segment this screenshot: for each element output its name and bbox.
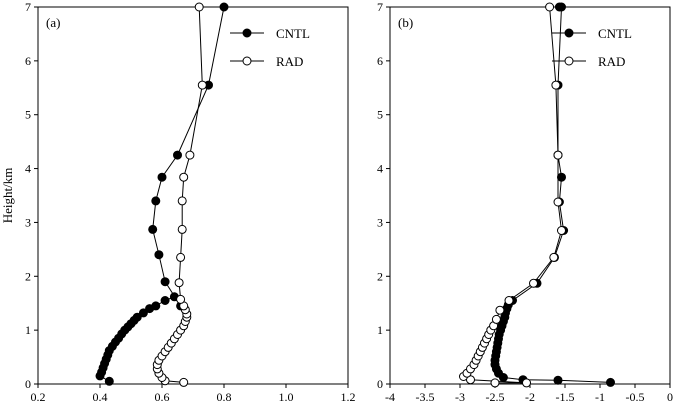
data-point-rad xyxy=(176,294,186,304)
data-point-rad xyxy=(179,172,189,182)
data-point-rad xyxy=(490,378,500,388)
data-point-rad xyxy=(545,2,555,12)
legend-marker-cntl xyxy=(564,28,574,38)
x-tick-label: 0.4 xyxy=(93,390,108,404)
data-point-rad xyxy=(553,197,563,207)
data-point-cntl xyxy=(160,296,170,305)
data-point-rad xyxy=(194,2,204,12)
panel-b: -4 -3.5 -3 -2.5 -2 -1.5 -1 -0.5 0 0 1 2 3 4 5 6 7 (b) CNTL… xyxy=(377,0,673,404)
data-point-rad xyxy=(504,296,514,305)
panel-label: (b) xyxy=(398,15,413,30)
data-point-cntl xyxy=(553,375,563,385)
data-point-rad xyxy=(177,196,187,206)
y-tick-label: 4 xyxy=(25,162,31,176)
y-tick-label: 7 xyxy=(25,0,31,14)
data-point-cntl xyxy=(606,377,615,387)
panel-label: (a) xyxy=(46,15,60,30)
data-point-cntl xyxy=(173,150,182,160)
data-point-cntl xyxy=(157,172,167,182)
data-point-cntl xyxy=(138,308,148,318)
x-tick-label: 0 xyxy=(667,390,673,404)
data-point-rad xyxy=(185,150,195,160)
data-point-cntl xyxy=(132,312,142,322)
x-tick-label: -2.5 xyxy=(486,390,505,404)
y-tick-label: 3 xyxy=(25,215,31,229)
data-point-cntl xyxy=(104,376,114,386)
data-point-cntl xyxy=(219,2,229,12)
data-point-cntl xyxy=(160,277,170,287)
legend-marker-rad xyxy=(564,56,574,66)
series-line-rad xyxy=(462,6,563,384)
y-tick-label: 1 xyxy=(25,323,31,337)
axes-frame-a xyxy=(37,6,349,385)
series-line-cntl xyxy=(494,6,611,383)
data-point-cntl xyxy=(148,224,158,234)
data-point-cntl xyxy=(151,301,161,311)
legend-marker-cntl xyxy=(242,28,252,38)
x-tick-label: 1.0 xyxy=(279,390,294,404)
data-point-rad xyxy=(179,377,189,387)
y-tick-label: 0 xyxy=(25,377,31,391)
data-point-rad xyxy=(549,252,559,262)
data-point-rad xyxy=(553,150,563,160)
y-tick-label: 6 xyxy=(377,54,383,68)
x-tick-label: -4 xyxy=(385,390,395,404)
legend-label-cntl: CNTL xyxy=(276,26,310,41)
legend-label-rad: RAD xyxy=(598,54,625,69)
y-tick-label: 4 xyxy=(377,162,383,176)
axes-frame-b xyxy=(389,6,671,385)
x-tick-label: 0.2 xyxy=(31,390,46,404)
data-point-rad xyxy=(174,278,184,288)
data-point-rad xyxy=(177,224,187,234)
data-point-cntl xyxy=(554,2,564,12)
x-tick-label: -0.5 xyxy=(626,390,645,404)
legend-label-rad: RAD xyxy=(276,54,303,69)
data-point-rad xyxy=(551,80,561,90)
y-axis-label: Height/km xyxy=(0,168,15,224)
legend-marker-rad xyxy=(242,56,252,66)
data-point-rad xyxy=(197,80,207,90)
data-point-cntl xyxy=(557,172,566,182)
x-tick-label: 1.2 xyxy=(341,390,356,404)
data-point-cntl xyxy=(154,250,164,260)
data-point-rad xyxy=(495,305,505,315)
data-point-rad xyxy=(491,314,501,324)
x-tick-label: -1.5 xyxy=(556,390,575,404)
series-line-cntl xyxy=(99,6,225,382)
y-tick-label: 1 xyxy=(377,323,383,337)
data-point-rad xyxy=(557,226,566,235)
x-tick-label: 0.8 xyxy=(217,390,232,404)
data-point-rad xyxy=(176,252,186,262)
y-tick-label: 3 xyxy=(377,215,383,229)
panel-a: 0.2 0.4 0.6 0.8 1.0 1.2 0 1 2 3 4 5 6 7 Height/km (a) CN… xyxy=(0,0,356,404)
y-tick-label: 6 xyxy=(25,54,31,68)
y-tick-label: 2 xyxy=(377,269,383,283)
x-tick-label: -3.5 xyxy=(416,390,435,404)
data-point-cntl xyxy=(151,196,161,206)
x-tick-label: -2 xyxy=(525,390,535,404)
y-tick-label: 5 xyxy=(377,108,383,122)
y-tick-label: 5 xyxy=(25,108,31,122)
data-point-rad xyxy=(522,378,531,388)
x-tick-label: -1 xyxy=(595,390,605,404)
y-tick-label: 0 xyxy=(377,377,383,391)
legend-label-cntl: CNTL xyxy=(598,26,632,41)
y-tick-label: 2 xyxy=(25,269,31,283)
y-tick-label: 7 xyxy=(377,0,383,14)
x-tick-label: 0.6 xyxy=(155,390,170,404)
x-tick-label: -3 xyxy=(455,390,465,404)
data-point-rad xyxy=(529,278,538,288)
